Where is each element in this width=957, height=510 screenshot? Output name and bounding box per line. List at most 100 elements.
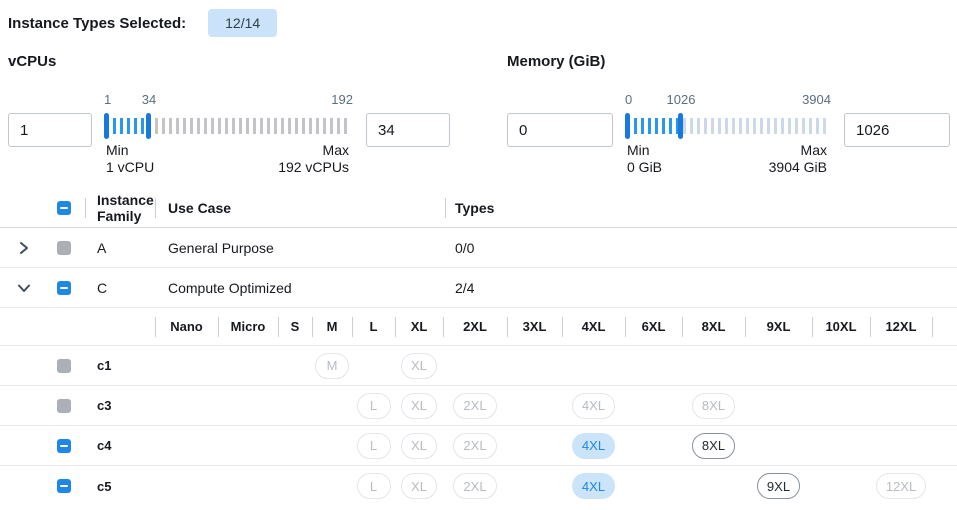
family-checkbox-cell (48, 466, 85, 506)
memory-slider-handle-max[interactable] (678, 113, 683, 139)
group-row-c: C Compute Optimized 2/4 (0, 268, 957, 308)
table-body: A General Purpose 0/0 C Compute Optimized 2/4… (0, 228, 957, 506)
size-slot-l: L (352, 426, 395, 465)
group-checkbox (57, 240, 71, 255)
size-pill-8xl[interactable]: 8XL (691, 432, 736, 459)
size-slot-8xl (682, 346, 745, 385)
size-column-header-s: S (278, 308, 312, 345)
size-pill-4xl[interactable]: 4XL (571, 432, 616, 459)
memory-scale-high: 3904 (802, 92, 831, 107)
size-slot-xl: XL (395, 346, 443, 385)
size-column-header-2xl: 2XL (443, 308, 507, 345)
group-checkbox[interactable] (57, 280, 71, 295)
selection-summary-label: Instance Types Selected: (8, 14, 187, 32)
size-column-header-xl: XL (395, 308, 443, 345)
family-checkbox[interactable] (57, 438, 71, 453)
size-column-header-3xl: 3XL (507, 308, 562, 345)
expand-toggle[interactable] (0, 228, 48, 267)
group-row-a: A General Purpose 0/0 (0, 228, 957, 268)
memory-filter-title: Memory (GiB) (507, 53, 606, 70)
vcpu-max-label: Max (322, 142, 349, 158)
size-pill-9xl[interactable]: 9XL (756, 473, 801, 499)
memory-scale-current: 1026 (666, 92, 696, 107)
size-slot-micro (218, 466, 278, 506)
group-use-case: General Purpose (168, 239, 274, 256)
group-types-count: 2/4 (455, 279, 475, 296)
size-slot-4xl: 4XL (562, 426, 625, 465)
size-pill-l: L (356, 432, 391, 459)
vcpu-min-label: Min (106, 142, 129, 158)
size-column-header-8xl: 8XL (682, 308, 745, 345)
vcpu-minmax-labels: Min 1 vCPU Max 192 vCPUs (106, 142, 349, 176)
size-slot-l: L (352, 386, 395, 425)
size-slot-10xl (812, 466, 870, 506)
size-slot-2xl: 2XL (443, 466, 507, 506)
memory-slider-track[interactable] (625, 113, 827, 139)
size-slot-m (312, 386, 352, 425)
size-slot-s (278, 426, 312, 465)
size-slot-xl: XL (395, 426, 443, 465)
size-slot-6xl (625, 346, 682, 385)
size-slot-3xl (507, 466, 562, 506)
size-slot-8xl (682, 466, 745, 506)
size-slot-2xl: 2XL (443, 386, 507, 425)
minus-icon (60, 444, 68, 447)
size-slot-3xl (507, 346, 562, 385)
family-checkbox-cell (48, 346, 85, 385)
chevron-down-icon (18, 284, 30, 292)
memory-min-input[interactable] (507, 113, 613, 147)
group-checkbox-cell (48, 268, 85, 307)
expand-column-spacer (0, 426, 48, 465)
size-pill-2xl: 2XL (453, 392, 497, 419)
family-checkbox (57, 358, 71, 373)
family-checkbox[interactable] (57, 479, 71, 493)
vcpu-ticks-active (106, 118, 151, 134)
size-slot-nano (155, 346, 218, 385)
size-slot-4xl: 4XL (562, 466, 625, 506)
memory-max-input[interactable] (844, 113, 950, 147)
size-slot-8xl: 8XL (682, 426, 745, 465)
size-slot-9xl: 9XL (745, 466, 812, 506)
vcpu-min-detail: 1 vCPU (106, 159, 155, 175)
expand-toggle[interactable] (0, 268, 48, 307)
vcpu-ticks-inactive (106, 118, 349, 134)
memory-ticks-active (627, 118, 683, 134)
size-column-header-micro: Micro (218, 308, 278, 345)
family-checkbox-cell (48, 386, 85, 425)
memory-slider-handle-min[interactable] (625, 113, 630, 139)
size-slot-m (312, 466, 352, 506)
size-slot-9xl (745, 426, 812, 465)
vcpu-filter-title: vCPUs (8, 53, 57, 70)
size-header-tail (932, 308, 957, 345)
instance-family-name: c4 (97, 438, 112, 453)
memory-scale-low: 0 (625, 92, 633, 107)
size-slot-2xl (443, 346, 507, 385)
expand-column-spacer (0, 466, 48, 506)
vcpu-range-slider[interactable]: 1 34 192 Min 1 vCPU (104, 92, 353, 176)
memory-range-slider[interactable]: 0 1026 3904 Min 0 GiB (625, 92, 831, 176)
size-slot-s (278, 386, 312, 425)
minus-icon (60, 286, 68, 289)
size-slot-2xl: 2XL (443, 426, 507, 465)
vcpu-slider-handle-max[interactable] (146, 113, 151, 139)
size-column-header-l: L (352, 308, 395, 345)
vcpu-scale-current: 34 (141, 92, 157, 107)
vcpu-slider-handle-min[interactable] (104, 113, 109, 139)
family-row-c1: c1 M XL (0, 346, 957, 386)
size-pill-xl: XL (401, 352, 437, 379)
size-slot-nano (155, 426, 218, 465)
select-all-checkbox[interactable] (57, 201, 71, 215)
vcpu-min-input[interactable] (8, 113, 92, 147)
size-pill-xl: XL (401, 432, 437, 459)
size-slot-12xl (870, 426, 932, 465)
size-column-header-12xl: 12XL (870, 308, 932, 345)
size-pill-l: L (356, 392, 391, 419)
size-slot-3xl (507, 386, 562, 425)
size-pill-l: L (356, 473, 391, 499)
vcpu-max-input[interactable] (366, 113, 450, 147)
instance-family-name: c5 (97, 478, 112, 494)
vcpu-slider-track[interactable] (104, 113, 349, 139)
size-pill-4xl[interactable]: 4XL (571, 473, 616, 499)
size-pill-xl: XL (401, 473, 437, 499)
instance-family-table: Instance Family Use Case Types A General … (0, 189, 957, 506)
